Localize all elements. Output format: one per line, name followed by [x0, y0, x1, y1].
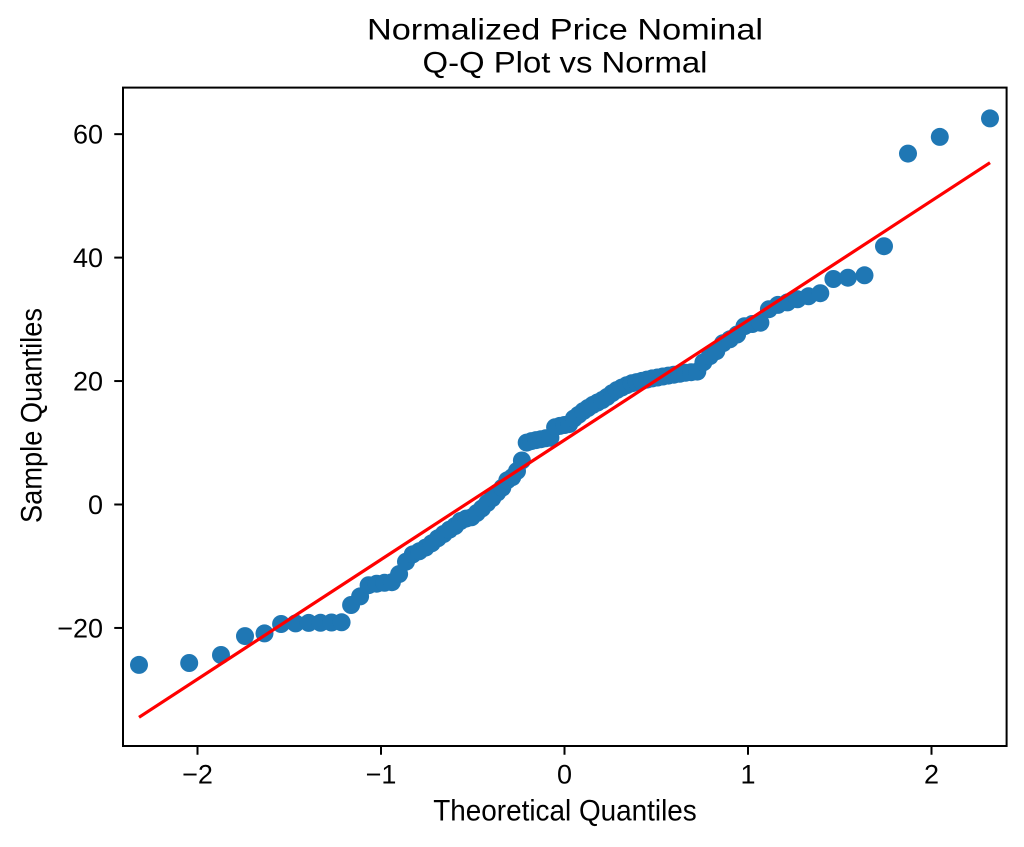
svg-text:0: 0: [88, 490, 103, 520]
svg-text:2: 2: [924, 760, 939, 790]
svg-text:1: 1: [740, 760, 755, 790]
svg-text:Theoretical Quantiles: Theoretical Quantiles: [433, 795, 697, 828]
svg-text:−20: −20: [57, 614, 103, 644]
svg-text:Sample Quantiles: Sample Quantiles: [16, 308, 49, 523]
svg-text:40: 40: [73, 243, 103, 273]
svg-text:60: 60: [73, 120, 103, 150]
svg-text:Normalized Price Nominal: Normalized Price Nominal: [367, 13, 763, 46]
svg-text:20: 20: [73, 367, 103, 397]
svg-text:−2: −2: [182, 760, 213, 790]
svg-text:Q-Q Plot vs Normal: Q-Q Plot vs Normal: [423, 47, 708, 80]
svg-text:−1: −1: [366, 760, 397, 790]
svg-text:0: 0: [557, 760, 572, 790]
